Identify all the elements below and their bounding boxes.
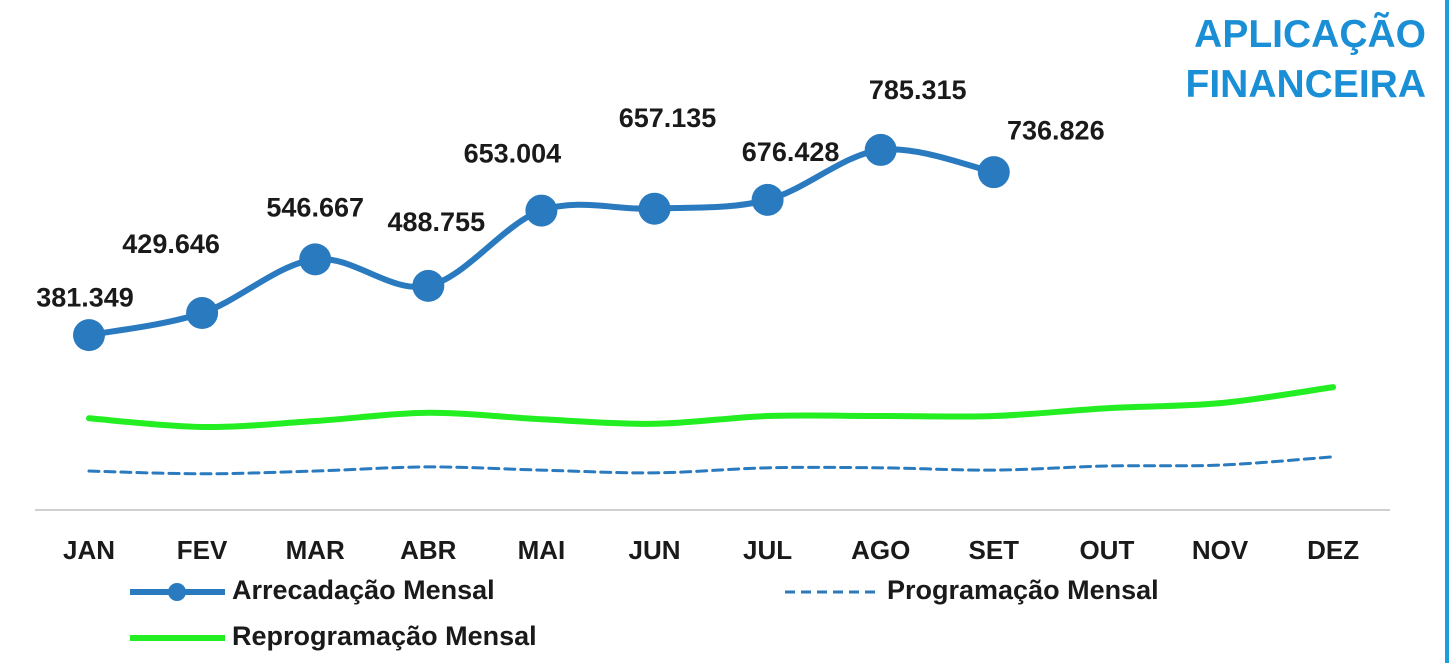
x-tick-label: JUL	[743, 535, 792, 565]
point	[186, 297, 219, 330]
x-tick-label: FEV	[177, 535, 228, 565]
x-tick-label: DEZ	[1307, 535, 1359, 565]
legend-label: Reprogramação Mensal	[232, 621, 537, 651]
data-label: 657.135	[619, 103, 717, 133]
x-tick-label: NOV	[1192, 535, 1249, 565]
legend-marker	[168, 583, 186, 601]
data-label: 676.428	[742, 137, 840, 167]
data-label: 488.755	[387, 207, 485, 237]
data-label: 653.004	[464, 139, 562, 169]
point	[525, 194, 558, 227]
x-tick-label: ABR	[400, 535, 457, 565]
x-tick-label: OUT	[1079, 535, 1134, 565]
x-tick-label: SET	[969, 535, 1020, 565]
point	[638, 192, 671, 225]
line-2	[86, 384, 1337, 431]
data-label: 785.315	[869, 75, 967, 105]
point	[977, 156, 1010, 189]
legend-label: Programação Mensal	[887, 575, 1159, 605]
x-tick-label: AGO	[851, 535, 910, 565]
chart-title: APLICAÇÃO FINANCEIRA	[1185, 13, 1427, 106]
point	[73, 319, 105, 352]
x-tick-label: MAR	[286, 535, 345, 565]
legend-label: Arrecadação Mensal	[232, 575, 495, 605]
x-tick-label: JUN	[628, 535, 680, 565]
data-label: 736.826	[1007, 115, 1105, 145]
data-label: 381.349	[36, 282, 134, 312]
point	[751, 183, 784, 216]
point	[412, 269, 445, 302]
x-tick-label: JAN	[63, 535, 115, 565]
data-label: 546.667	[266, 192, 364, 222]
data-label: 429.646	[122, 229, 220, 259]
point	[864, 133, 897, 166]
x-tick-label: MAI	[518, 535, 566, 565]
line-1	[87, 455, 1335, 476]
point	[299, 243, 332, 276]
line-0	[86, 146, 997, 339]
